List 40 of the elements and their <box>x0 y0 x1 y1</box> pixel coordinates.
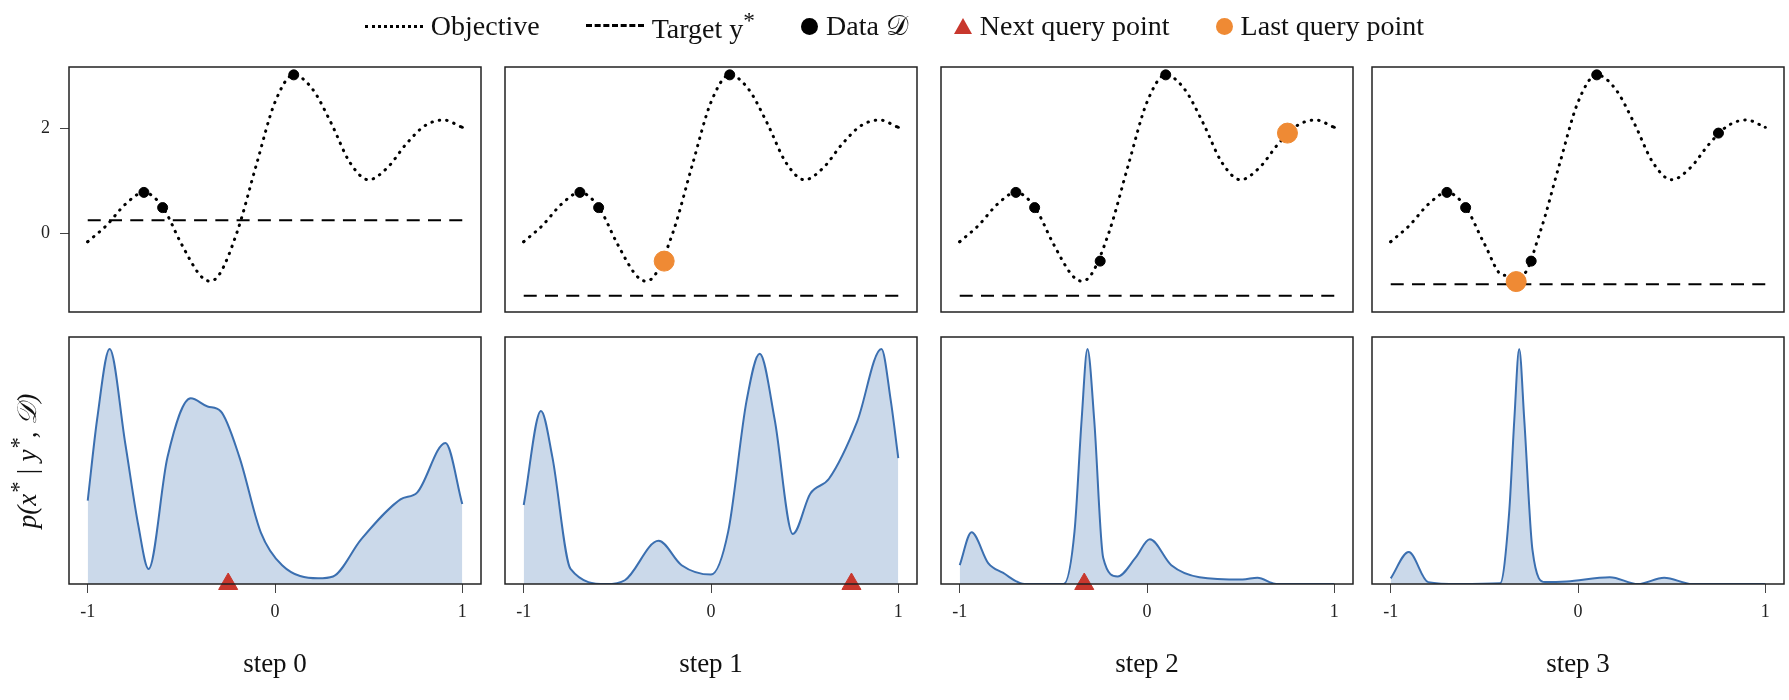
legend-label: Target y$^{*}$ <box>651 6 755 46</box>
point <box>1460 202 1472 214</box>
legend-label: Objective <box>430 10 540 42</box>
x-axis-title: step 0 <box>243 647 307 678</box>
point <box>1591 69 1603 81</box>
x-tick-label: 0 <box>1573 600 1583 621</box>
point <box>1441 186 1453 198</box>
x-axis-title: step 3 <box>1546 647 1610 678</box>
point <box>1712 127 1724 139</box>
point <box>1010 186 1022 198</box>
x-axis-title: step 1 <box>679 647 743 678</box>
point <box>1160 69 1172 81</box>
point <box>157 202 169 214</box>
legend-label: Data 𝒟 <box>825 9 908 43</box>
x-tick-label: 1 <box>1760 600 1770 621</box>
x-tick-label: -1 <box>952 600 968 621</box>
x-axis-title: step 2 <box>1115 647 1179 678</box>
x-tick-label: 0 <box>1142 600 1152 621</box>
legend-label: Next query point <box>979 10 1170 42</box>
point <box>288 69 300 81</box>
x-tick-label: -1 <box>516 600 532 621</box>
y-tick-label: 2 <box>41 117 50 138</box>
point <box>574 186 586 198</box>
point <box>1094 255 1106 267</box>
point <box>1029 202 1041 214</box>
point <box>724 69 736 81</box>
x-tick-label: 0 <box>706 600 716 621</box>
x-tick-label: 0 <box>270 600 280 621</box>
legend-label: Last query point <box>1240 10 1425 42</box>
x-tick-label: -1 <box>1383 600 1399 621</box>
point <box>653 250 675 272</box>
point <box>593 202 605 214</box>
point <box>1505 271 1527 293</box>
x-tick-label: 1 <box>1329 600 1339 621</box>
x-tick-label: 1 <box>457 600 467 621</box>
x-tick-label: -1 <box>80 600 96 621</box>
point <box>1276 122 1298 144</box>
point <box>138 186 150 198</box>
point <box>1525 255 1537 267</box>
x-tick-label: 1 <box>893 600 903 621</box>
